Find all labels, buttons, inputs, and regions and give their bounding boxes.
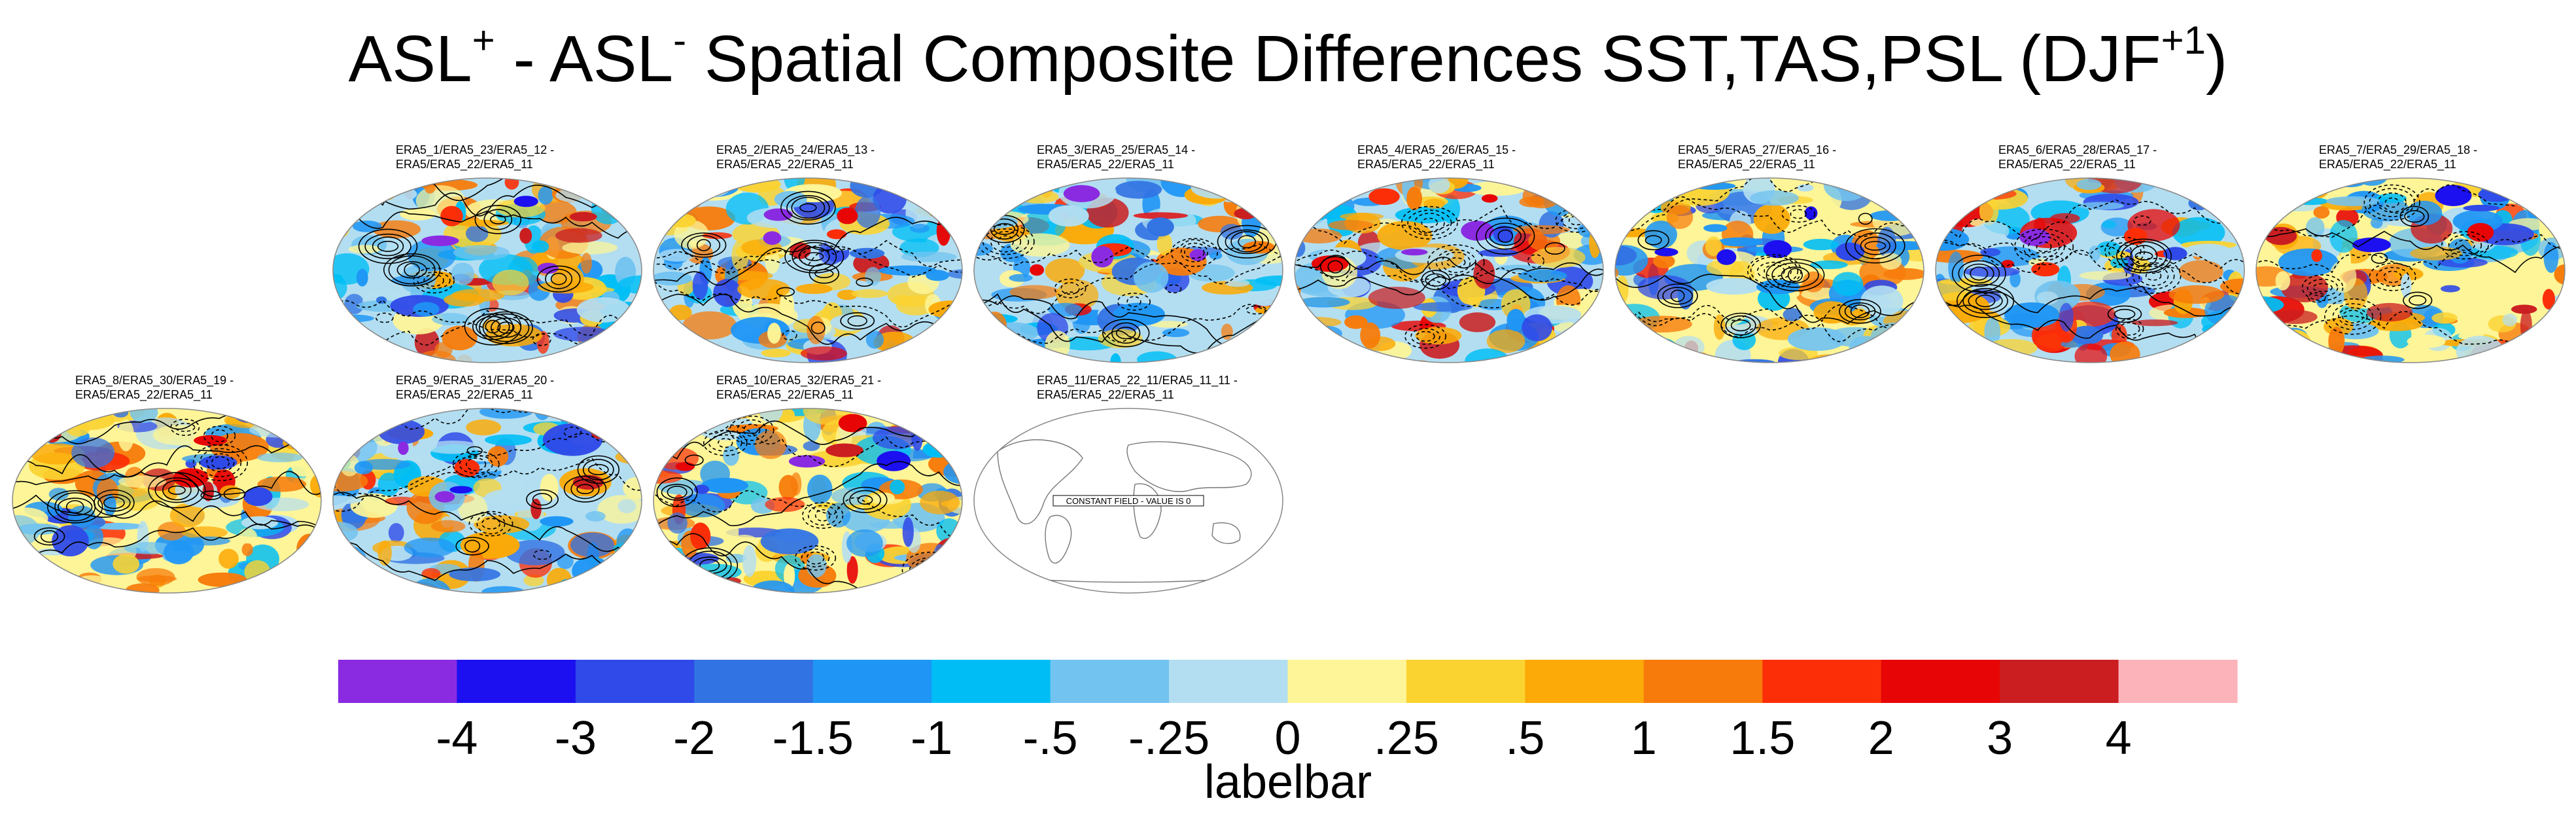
labelbar-swatch — [1287, 660, 1407, 703]
panel-label: ERA5_2/ERA5_24/ERA5_13 - ERA5/ERA5_22/ERA… — [716, 143, 965, 171]
labelbar-swatch — [1762, 660, 1882, 703]
labelbar-swatch — [1050, 660, 1170, 703]
title-text: ASL — [348, 22, 472, 96]
panel-label-line: ERA5/ERA5_22/ERA5_11 — [75, 388, 213, 401]
labelbar-swatch — [1525, 660, 1645, 703]
panel-label-line: ERA5/ERA5_22/ERA5_11 — [2319, 158, 2456, 171]
panel-label-line: ERA5_8/ERA5_30/ERA5_19 - — [75, 374, 234, 387]
labelbar-swatch — [694, 660, 814, 703]
map-panel: ERA5_4/ERA5_26/ERA5_15 - ERA5/ERA5_22/ERA… — [1292, 143, 1606, 365]
labelbar-title: labelbar — [1204, 756, 1372, 808]
panel-label-line: ERA5/ERA5_22/ERA5_11 — [1357, 158, 1495, 171]
title-text: - ASL — [495, 22, 674, 96]
map-plot — [1935, 177, 2245, 363]
panel-label-line: ERA5/ERA5_22/ERA5_11 — [396, 158, 533, 171]
map-outline — [1935, 177, 2245, 363]
panel-label: ERA5_1/ERA5_23/ERA5_12 - ERA5/ERA5_22/ERA… — [396, 143, 644, 171]
map-plot: CONSTANT FIELD - VALUE IS 0 — [973, 408, 1283, 594]
panel-label-line: ERA5_6/ERA5_28/ERA5_17 - — [1998, 143, 2157, 156]
labelbar-swatch — [2118, 660, 2238, 703]
panel-label: ERA5_8/ERA5_30/ERA5_19 - ERA5/ERA5_22/ERA… — [75, 373, 324, 402]
map-plot — [2255, 177, 2566, 363]
panel-label: ERA5_4/ERA5_26/ERA5_15 - ERA5/ERA5_22/ERA… — [1357, 143, 1606, 171]
map-outline — [653, 177, 963, 363]
panel-label: ERA5_3/ERA5_25/ERA5_14 - ERA5/ERA5_22/ERA… — [1037, 143, 1285, 171]
title-superscript: - — [673, 18, 687, 62]
map-outline — [973, 408, 1283, 594]
map-outline — [12, 408, 322, 594]
labelbar-swatch — [812, 660, 932, 703]
panel-label-line: ERA5/ERA5_22/ERA5_11 — [1037, 388, 1174, 401]
labelbar-swatch — [1169, 660, 1289, 703]
labelbar-swatch — [1881, 660, 2000, 703]
panel-label-line: ERA5/ERA5_22/ERA5_11 — [716, 158, 854, 171]
map-plot — [653, 177, 963, 363]
labelbar-swatch — [1643, 660, 1763, 703]
panel-label-line: ERA5/ERA5_22/ERA5_11 — [1998, 158, 2136, 171]
panel-label-line: ERA5_2/ERA5_24/ERA5_13 - — [716, 143, 875, 156]
map-plot — [973, 177, 1283, 363]
labelbar-swatch — [931, 660, 1051, 703]
panel-label-line: ERA5_9/ERA5_31/ERA5_20 - — [396, 374, 555, 387]
panel-label-line: ERA5/ERA5_22/ERA5_11 — [1678, 158, 1815, 171]
map-panel: ERA5_7/ERA5_29/ERA5_18 - ERA5/ERA5_22/ERA… — [2254, 143, 2567, 365]
panel-label-line: ERA5_10/ERA5_32/ERA5_21 - — [716, 374, 882, 387]
map-plot — [332, 177, 642, 363]
panel-label-line: ERA5_5/ERA5_27/ERA5_16 - — [1678, 143, 1837, 156]
map-plot — [332, 408, 642, 594]
map-panel: ERA5_2/ERA5_24/ERA5_13 - ERA5/ERA5_22/ERA… — [651, 143, 965, 365]
panel-label-line: ERA5_4/ERA5_26/ERA5_15 - — [1357, 143, 1516, 156]
panel-label: ERA5_6/ERA5_28/ERA5_17 - ERA5/ERA5_22/ERA… — [1998, 143, 2247, 171]
labelbar-swatch — [2000, 660, 2119, 703]
map-panel: ERA5_6/ERA5_28/ERA5_17 - ERA5/ERA5_22/ERA… — [1933, 143, 2247, 365]
figure-title: ASL+ - ASL- Spatial Composite Difference… — [0, 20, 2576, 98]
map-outline — [1294, 177, 1604, 363]
map-panel: ERA5_9/ERA5_31/ERA5_20 - ERA5/ERA5_22/ERA… — [330, 373, 644, 596]
labelbar-swatch — [575, 660, 695, 703]
panel-label-line: ERA5/ERA5_22/ERA5_11 — [716, 388, 854, 401]
map-outline — [332, 408, 642, 594]
panel-label-line: ERA5_11/ERA5_22_11/ERA5_11_11 - — [1037, 374, 1238, 387]
title-superscript: +1 — [2161, 18, 2206, 62]
labelbar-swatch — [457, 660, 576, 703]
map-panel: ERA5_1/ERA5_23/ERA5_12 - ERA5/ERA5_22/ERA… — [330, 143, 644, 365]
constant-field-text: CONSTANT FIELD - VALUE IS 0 — [1066, 496, 1191, 506]
map-outline — [332, 177, 642, 363]
panel-label-line: ERA5/ERA5_22/ERA5_11 — [1037, 158, 1174, 171]
map-panel: ERA5_10/ERA5_32/ERA5_21 - ERA5/ERA5_22/ER… — [651, 373, 965, 596]
map-outline — [973, 177, 1283, 363]
title-text: ) — [2206, 22, 2228, 96]
map-plot — [1294, 177, 1604, 363]
map-plot — [653, 408, 963, 594]
panel-label-line: ERA5_3/ERA5_25/ERA5_14 - — [1037, 143, 1196, 156]
map-outline — [2255, 177, 2566, 363]
map-panel: ERA5_3/ERA5_25/ERA5_14 - ERA5/ERA5_22/ERA… — [971, 143, 1285, 365]
panel-label: ERA5_10/ERA5_32/ERA5_21 - ERA5/ERA5_22/ER… — [716, 373, 965, 402]
constant-field-box — [1053, 495, 1204, 507]
map-outline — [1614, 177, 1924, 363]
map-panel: ERA5_11/ERA5_22_11/ERA5_11_11 - ERA5/ERA5… — [971, 373, 1285, 596]
panel-label-line: ERA5/ERA5_22/ERA5_11 — [396, 388, 533, 401]
title-superscript: + — [472, 18, 495, 62]
map-plot — [1614, 177, 1924, 363]
map-panel: ERA5_8/ERA5_30/ERA5_19 - ERA5/ERA5_22/ERA… — [10, 373, 324, 596]
panel-label: ERA5_11/ERA5_22_11/ERA5_11_11 - ERA5/ERA5… — [1037, 373, 1285, 402]
title-text: Spatial Composite Differences SST,TAS,PS… — [686, 22, 2161, 96]
panel-label-line: ERA5_1/ERA5_23/ERA5_12 - — [396, 143, 555, 156]
panel-label: ERA5_7/ERA5_29/ERA5_18 - ERA5/ERA5_22/ERA… — [2319, 143, 2567, 171]
map-plot — [12, 408, 322, 594]
panel-label: ERA5_5/ERA5_27/ERA5_16 - ERA5/ERA5_22/ERA… — [1678, 143, 1926, 171]
labelbar-swatch — [338, 660, 457, 703]
map-panel: ERA5_5/ERA5_27/ERA5_16 - ERA5/ERA5_22/ERA… — [1612, 143, 1926, 365]
map-outline — [653, 408, 963, 594]
labelbar-swatch — [1406, 660, 1525, 703]
panel-label-line: ERA5_7/ERA5_29/ERA5_18 - — [2319, 143, 2478, 156]
panel-label: ERA5_9/ERA5_31/ERA5_20 - ERA5/ERA5_22/ERA… — [396, 373, 644, 402]
